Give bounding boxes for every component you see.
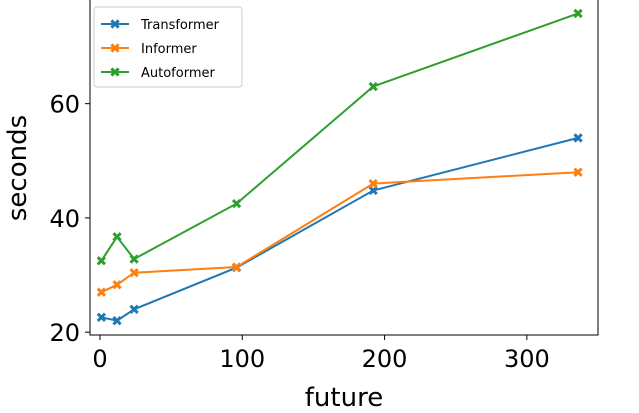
- legend-label: Informer: [141, 42, 197, 57]
- x-tick-label: 200: [362, 345, 408, 373]
- legend-marker: [110, 43, 120, 53]
- data-point-marker: [129, 268, 139, 278]
- data-point-marker: [96, 312, 107, 322]
- legend-box: [93, 6, 243, 88]
- legend-label: Transformer: [140, 18, 220, 33]
- data-point-marker: [129, 304, 139, 314]
- x-axis-ticks: 0 100 200 300: [92, 335, 550, 373]
- series-informer: [96, 167, 583, 297]
- y-axis-label: seconds: [3, 115, 33, 221]
- legend-item: Transformer: [101, 18, 220, 33]
- x-tick-label: 300: [504, 345, 550, 373]
- data-point-marker: [112, 232, 122, 242]
- data-point-marker: [231, 262, 242, 272]
- legend-label: Autoformer: [141, 66, 215, 81]
- legend-item: Informer: [101, 42, 197, 57]
- data-point-marker: [368, 178, 378, 189]
- data-point-marker: [573, 8, 583, 19]
- x-axis-label: future: [305, 383, 383, 413]
- data-point-marker: [96, 287, 107, 297]
- data-point-marker: [573, 167, 583, 177]
- y-tick-label: 40: [49, 205, 80, 233]
- legend-marker: [110, 19, 120, 29]
- data-point-marker: [231, 198, 242, 209]
- x-tick-label: 100: [219, 345, 265, 373]
- y-axis-ticks: 20 40 60: [49, 91, 90, 347]
- data-point-marker: [112, 280, 122, 290]
- x-tick-label: 0: [92, 345, 107, 373]
- legend-item: Autoformer: [101, 66, 215, 81]
- y-tick-label: 20: [49, 319, 80, 347]
- series-layer: [96, 8, 583, 326]
- legend-marker: [110, 67, 120, 77]
- data-point-marker: [96, 256, 107, 266]
- data-point-marker: [368, 81, 378, 92]
- y-tick-label: 60: [49, 91, 80, 119]
- data-point-marker: [112, 316, 122, 326]
- data-point-marker: [573, 133, 583, 143]
- series-autoformer: [96, 8, 583, 266]
- data-point-marker: [129, 254, 139, 264]
- legend: Transformer Informer Autoformer: [93, 6, 243, 88]
